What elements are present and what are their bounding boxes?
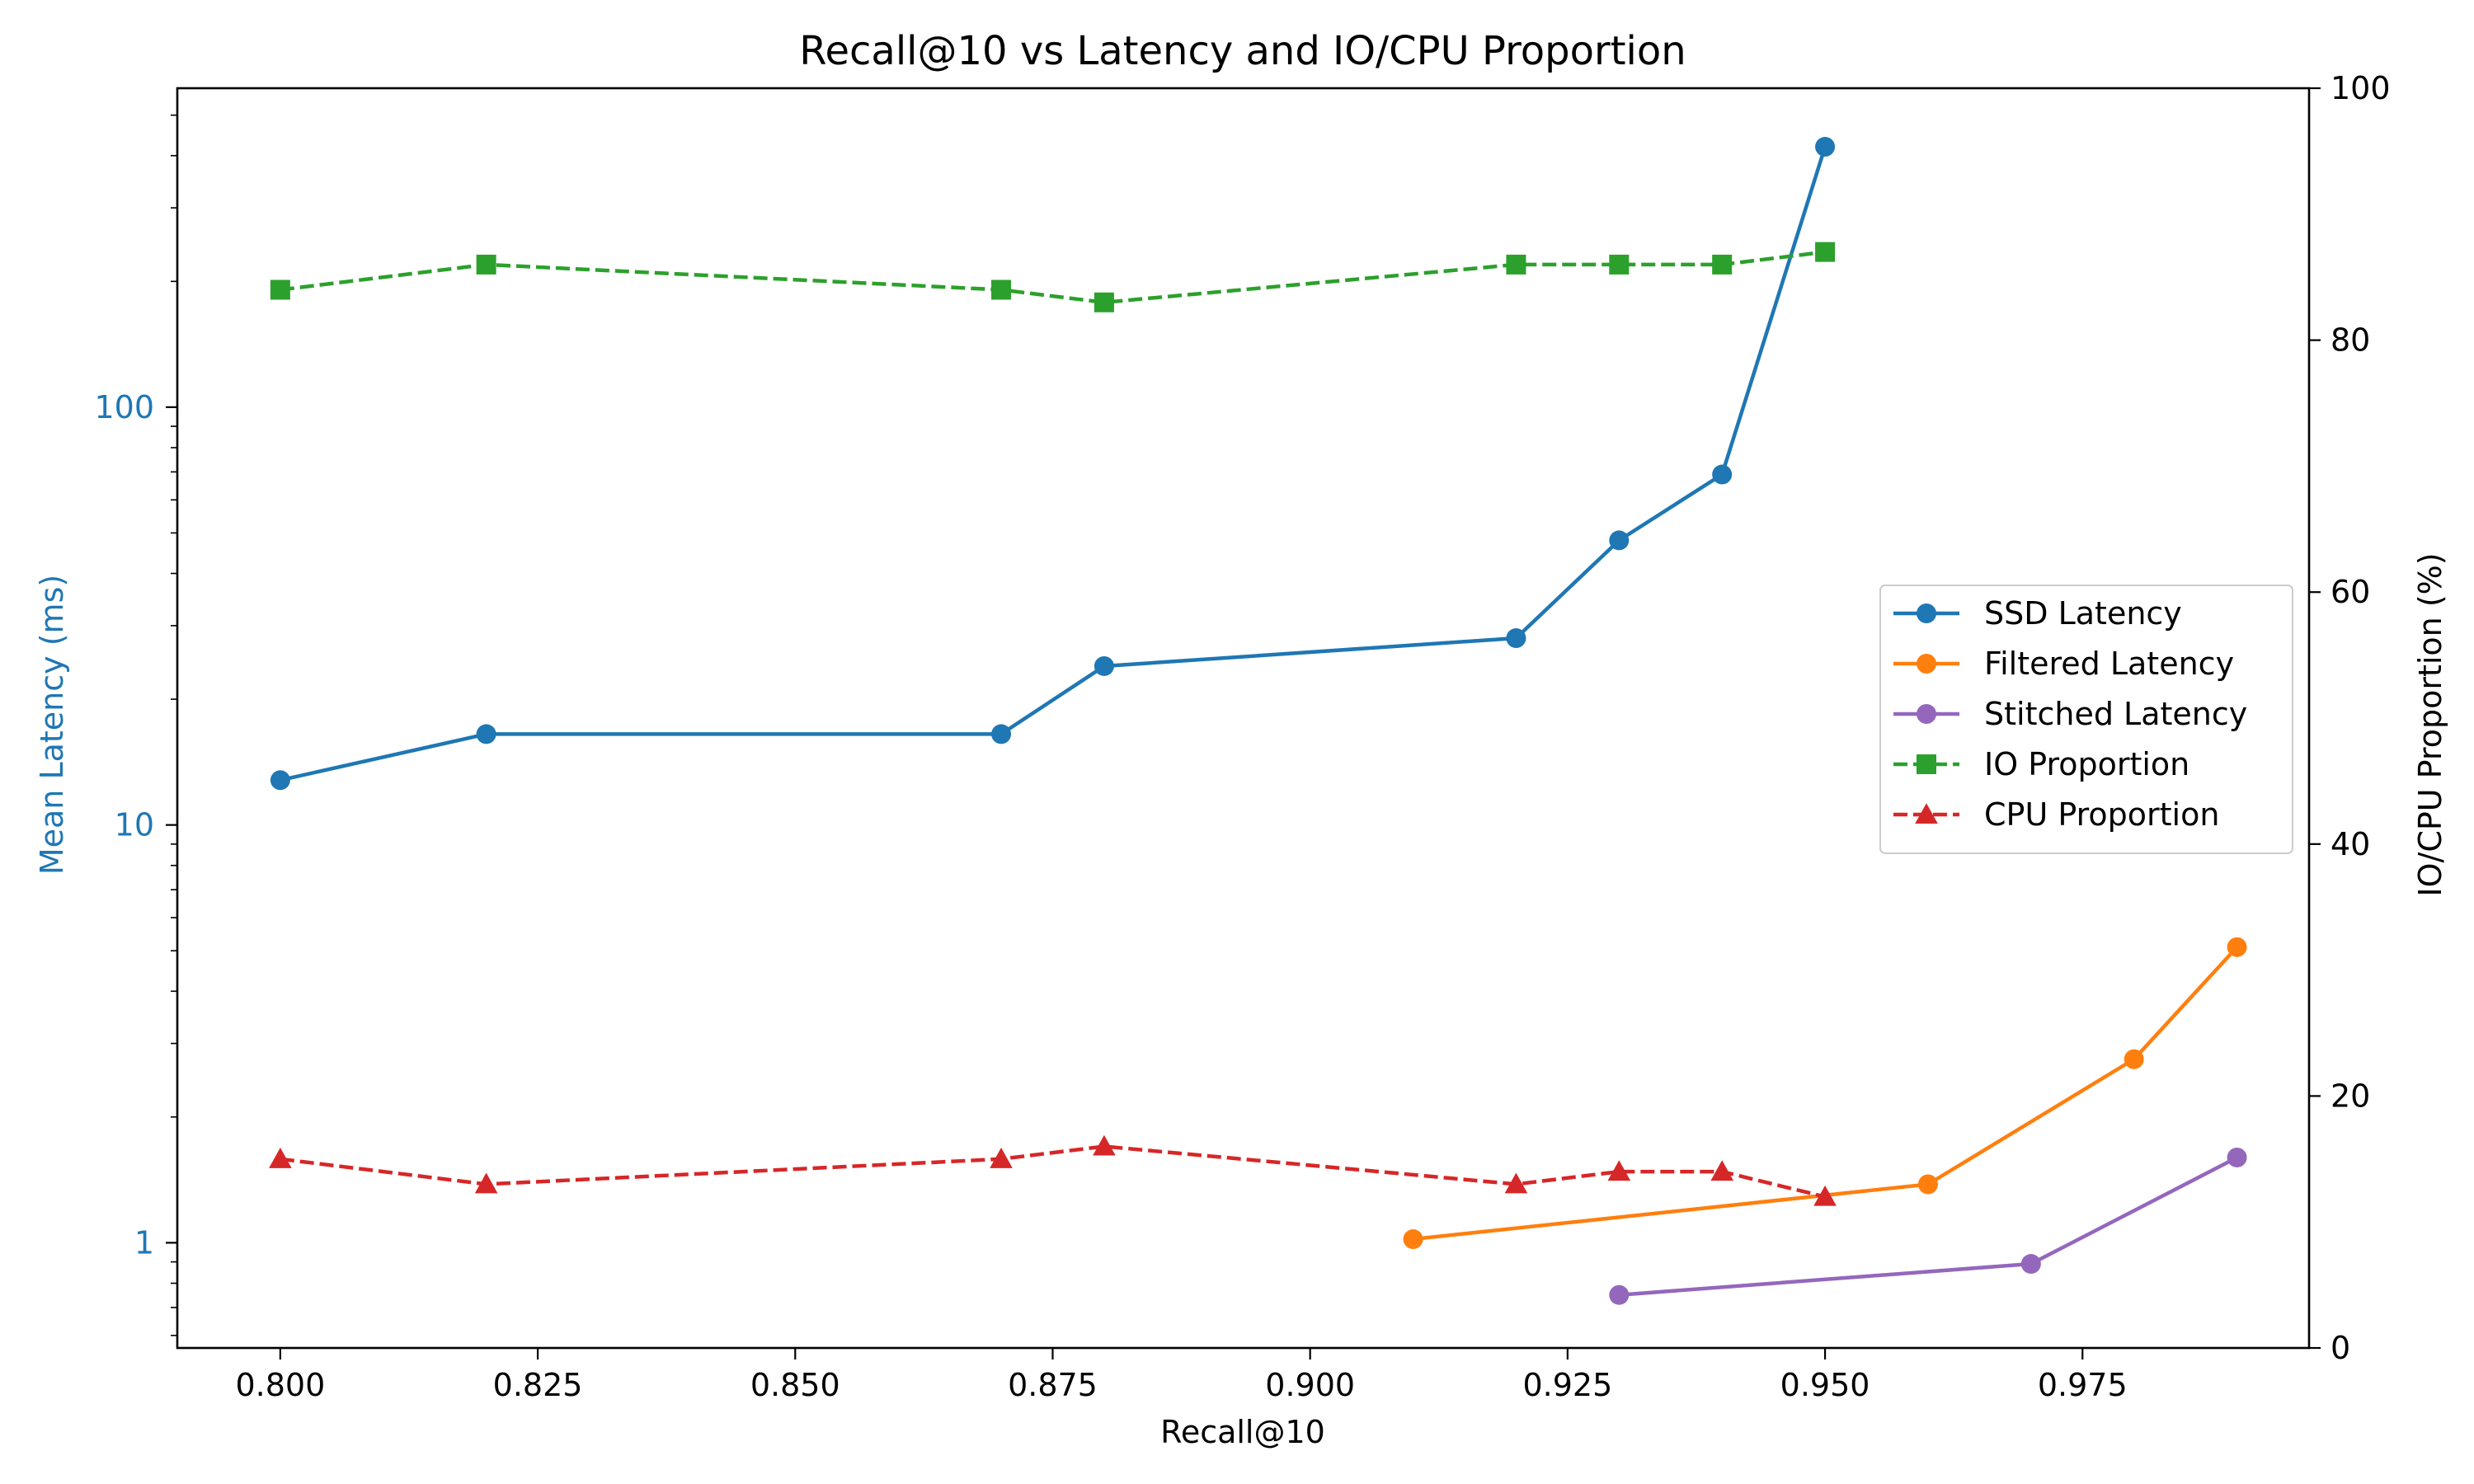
io-proportion-marker	[1094, 292, 1114, 312]
legend-item-ssd-latency: SSD Latency	[1893, 595, 2182, 632]
cpu-proportion-marker	[1093, 1134, 1116, 1156]
cpu-proportion-line	[280, 1144, 1826, 1199]
cpu-proportion-marker	[1813, 1185, 1837, 1206]
ssd-latency-marker	[1815, 137, 1836, 157]
stitched-latency-marker	[2227, 1147, 2247, 1167]
legend-label: Stitched Latency	[1984, 696, 2247, 732]
left-y-tick-label: 10	[115, 807, 154, 843]
right-y-tick-label: 80	[2331, 322, 2370, 359]
io-proportion-marker	[476, 254, 496, 275]
right-y-axis: 0 20 40 60 80 100	[2309, 70, 2391, 1366]
cpu-proportion-series	[269, 1134, 1837, 1206]
ssd-latency-marker	[1506, 628, 1526, 649]
x-tick-label: 0.875	[1008, 1367, 1098, 1403]
x-tick-label: 0.975	[2038, 1367, 2128, 1403]
cpu-proportion-marker	[1607, 1160, 1631, 1181]
legend-label: IO Proportion	[1984, 746, 2189, 782]
legend-box	[1879, 585, 2293, 854]
io-proportion-line	[280, 250, 1826, 305]
x-tick-label: 0.900	[1265, 1367, 1355, 1403]
right-y-tick-label: 0	[2331, 1330, 2350, 1366]
io-proportion-marker	[1506, 254, 1526, 275]
legend-label: SSD Latency	[1984, 595, 2182, 632]
io-proportion-marker	[1815, 242, 1836, 262]
legend-label: Filtered Latency	[1984, 646, 2234, 682]
filtered-latency-marker	[2227, 937, 2247, 957]
filtered-latency-marker	[2124, 1049, 2144, 1069]
ssd-latency-line	[280, 146, 1827, 782]
legend-item-stitched-latency: Stitched Latency	[1893, 696, 2247, 732]
ssd-latency-marker	[991, 724, 1012, 744]
filtered-latency-series	[1403, 937, 2247, 1250]
ssd-latency-series	[270, 137, 1836, 791]
io-proportion-marker	[991, 279, 1012, 300]
filtered-latency-marker	[1403, 1229, 1423, 1250]
left-y-tick-label: 1	[134, 1224, 154, 1261]
left-y-axis-title: Mean Latency (ms)	[34, 575, 70, 875]
legend-marker-swatch	[1915, 803, 1938, 824]
cpu-proportion-marker	[269, 1148, 292, 1168]
stitched-latency-series	[1609, 1147, 2247, 1305]
ssd-latency-marker	[476, 724, 496, 744]
legend-marker-swatch	[1917, 704, 1936, 724]
legend-item-cpu-proportion: CPU Proportion	[1893, 796, 2219, 833]
cpu-proportion-marker	[474, 1172, 498, 1194]
ssd-latency-marker	[1712, 464, 1733, 485]
cpu-proportion-marker	[1504, 1172, 1528, 1194]
cpu-proportion-marker	[990, 1148, 1013, 1168]
ssd-latency-marker	[1609, 530, 1630, 551]
legend-label: CPU Proportion	[1984, 796, 2219, 833]
right-y-tick-label: 60	[2331, 574, 2370, 610]
x-tick-label: 0.925	[1522, 1367, 1612, 1403]
io-proportion-series	[270, 242, 1836, 312]
cpu-proportion-marker	[1710, 1160, 1733, 1181]
legend-marker-swatch	[1917, 654, 1936, 674]
plot-frame	[176, 87, 2311, 1350]
legend-marker-swatch	[1917, 603, 1936, 623]
io-proportion-marker	[1609, 254, 1630, 275]
right-y-tick-label: 40	[2331, 826, 2370, 862]
x-tick-label: 0.850	[750, 1367, 840, 1403]
x-tick-label: 0.800	[235, 1367, 325, 1403]
x-tick-label: 0.950	[1780, 1367, 1870, 1403]
right-y-axis-title: IO/CPU Proportion (%)	[2412, 552, 2448, 896]
plot-area	[269, 137, 2247, 1305]
ssd-latency-marker	[1094, 655, 1114, 676]
stitched-latency-marker	[1609, 1284, 1630, 1305]
legend: SSD Latency Filtered Latency Stitched Late…	[1879, 585, 2293, 854]
io-proportion-marker	[270, 279, 290, 300]
legend-item-io-proportion: IO Proportion	[1893, 746, 2189, 782]
x-tick-label: 0.825	[493, 1367, 583, 1403]
legend-item-filtered-latency: Filtered Latency	[1893, 646, 2234, 682]
left-y-tick-label: 100	[94, 389, 154, 425]
stitched-latency-marker	[2020, 1254, 2041, 1275]
filtered-latency-marker	[1917, 1174, 1938, 1195]
ssd-latency-marker	[270, 770, 290, 791]
left-y-axis: 1 10 100	[94, 114, 177, 1336]
right-y-tick-label: 100	[2331, 70, 2391, 106]
chart-title: Recall@10 vs Latency and IO/CPU Proporti…	[799, 28, 1686, 74]
right-y-tick-label: 20	[2331, 1078, 2370, 1114]
io-proportion-marker	[1712, 254, 1733, 275]
x-axis-title: Recall@10	[1160, 1414, 1325, 1450]
x-axis: 0.800 0.825 0.850 0.875 0.900 0.925 0.950 0.975	[235, 1348, 2128, 1403]
filtered-latency-line	[1413, 946, 2239, 1242]
legend-marker-swatch	[1917, 754, 1936, 774]
